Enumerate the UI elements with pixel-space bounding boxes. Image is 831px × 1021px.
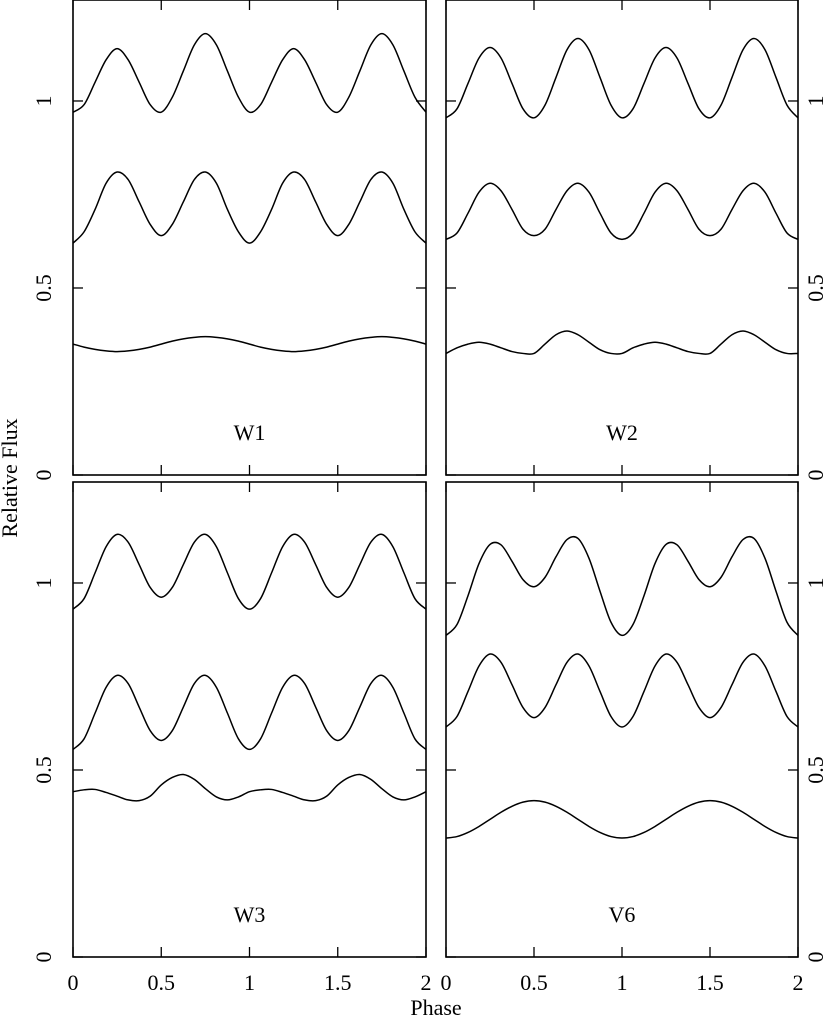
panel-frame <box>72 0 427 476</box>
light-curve <box>72 171 427 244</box>
y-tick-label: 0.5 <box>803 756 828 784</box>
light-curve <box>72 32 427 114</box>
light-curve <box>72 335 427 353</box>
panel-frame <box>445 0 799 476</box>
panel-label: W1 <box>234 420 266 445</box>
y-axis-label: Relative Flux <box>0 418 22 537</box>
light-curve <box>72 674 427 751</box>
light-curve <box>445 182 799 241</box>
x-tick-label: 0.5 <box>520 970 548 995</box>
y-tick-label: 0.5 <box>803 274 828 302</box>
x-tick-label: 1 <box>244 970 255 995</box>
panel-label: W3 <box>234 902 266 927</box>
panel-frame <box>445 481 799 958</box>
x-tick-label: 0 <box>441 970 452 995</box>
y-tick-label: 0.5 <box>31 756 56 784</box>
light-curve <box>445 535 799 637</box>
x-tick-label: 0 <box>68 970 79 995</box>
x-tick-label: 2 <box>421 970 432 995</box>
x-tick-label: 1 <box>617 970 628 995</box>
light-curve <box>72 773 427 802</box>
y-tick-label: 0 <box>803 952 828 963</box>
light-curve <box>445 653 799 728</box>
x-tick-label: 1.5 <box>324 970 352 995</box>
light-curve <box>445 37 799 119</box>
y-tick-label: 1 <box>31 95 56 106</box>
panel-frame <box>72 481 427 958</box>
y-tick-label: 1 <box>803 95 828 106</box>
y-tick-label: 1 <box>803 577 828 588</box>
x-tick-label: 0.5 <box>148 970 176 995</box>
panel-label: V6 <box>609 902 636 927</box>
light-curve <box>445 330 799 355</box>
x-axis-label: Phase <box>410 995 461 1020</box>
light-curve <box>72 533 427 610</box>
y-tick-label: 0 <box>803 470 828 481</box>
x-tick-label: 1.5 <box>696 970 724 995</box>
y-tick-label: 0 <box>31 952 56 963</box>
y-tick-label: 1 <box>31 577 56 588</box>
panel-label: W2 <box>606 420 638 445</box>
x-tick-label: 2 <box>793 970 804 995</box>
light-curve <box>445 799 799 839</box>
y-tick-label: 0 <box>31 470 56 481</box>
y-tick-label: 0.5 <box>31 274 56 302</box>
